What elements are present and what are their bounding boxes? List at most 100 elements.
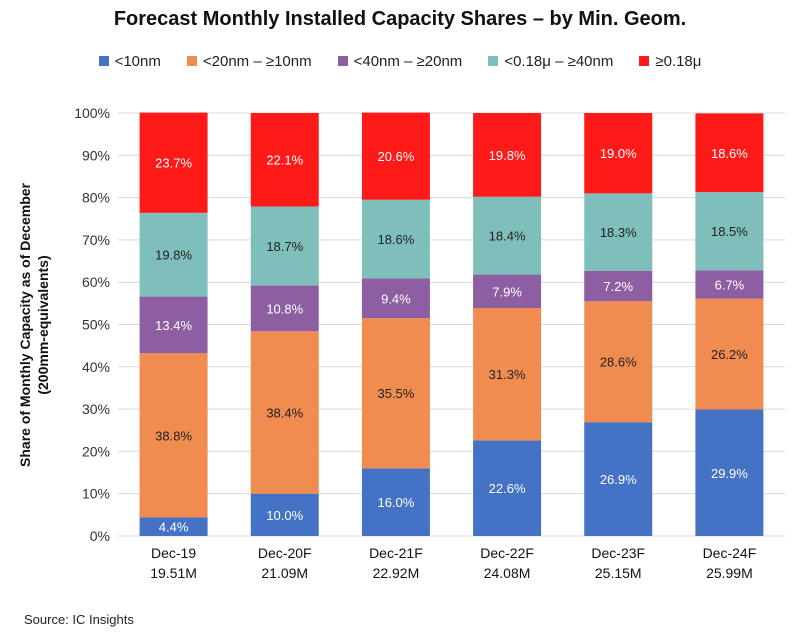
data-label: 6.7% [715, 278, 745, 293]
data-label: 7.2% [603, 279, 633, 294]
bar-segment [584, 113, 653, 194]
legend-swatch [186, 56, 197, 66]
bar-segment [139, 517, 208, 536]
x-tick-sublabel: 21.09M [261, 565, 308, 581]
data-label: 22.6% [489, 481, 526, 496]
data-label: 18.5% [711, 224, 748, 239]
legend-swatch [488, 56, 499, 66]
x-tick-sublabel: 19.51M [150, 565, 197, 581]
data-label: 18.6% [711, 146, 748, 161]
data-label: 4.4% [159, 520, 189, 535]
bar-segment [695, 409, 764, 536]
bar-segment [584, 193, 653, 271]
x-tick-label: Dec-20F [258, 545, 312, 561]
bar-segment [584, 301, 653, 423]
data-label: 23.7% [155, 156, 192, 171]
bar-segment [473, 196, 542, 275]
y-tick-label: 90% [82, 147, 110, 163]
x-tick-label: Dec-21F [369, 545, 423, 561]
chart-legend: <10nm <20nm – ≥10nm <40nm – ≥20nm <0.18μ… [0, 50, 800, 72]
y-tick-label: 70% [82, 232, 110, 248]
x-tick-label: Dec-22F [480, 545, 534, 561]
legend-label: ≥0.18μ [655, 52, 702, 70]
data-label: 38.8% [155, 428, 192, 443]
data-label: 18.3% [600, 225, 637, 240]
data-label: 18.6% [377, 232, 414, 247]
legend-item: <40nm – ≥20nm [337, 52, 463, 70]
data-label: 7.9% [492, 284, 522, 299]
data-label: 18.4% [489, 229, 526, 244]
bar-segment [473, 274, 542, 309]
data-label: 38.4% [266, 405, 303, 420]
bar-segment [139, 112, 208, 213]
bar-segment [361, 468, 430, 536]
legend-item: <10nm [98, 52, 161, 70]
legend-label: <0.18μ – ≥40nm [504, 52, 614, 70]
legend-item: <0.18μ – ≥40nm [488, 53, 613, 70]
data-label: 13.4% [155, 318, 192, 333]
data-label: 19.8% [489, 148, 526, 163]
bar-segment [139, 296, 208, 354]
bar-segment [250, 206, 319, 286]
bar-segment [695, 192, 764, 271]
y-tick-label: 20% [82, 443, 110, 459]
data-label: 20.6% [377, 149, 414, 164]
y-tick-label: 40% [82, 359, 110, 375]
data-label: 26.2% [711, 347, 748, 362]
x-tick-sublabel: 25.99M [706, 565, 753, 581]
data-label: 19.0% [600, 146, 637, 161]
data-label: 26.9% [600, 472, 637, 487]
legend-item: ≥0.18μ [639, 53, 701, 70]
data-label: 10.8% [266, 301, 303, 316]
legend-swatch [98, 56, 109, 66]
bar-segment [139, 212, 208, 297]
data-label: 16.0% [377, 495, 414, 510]
bar-segment [473, 308, 542, 441]
y-tick-label: 100% [74, 105, 110, 121]
bar-segment [473, 440, 542, 536]
legend-label: <20nm – ≥10nm [202, 52, 312, 70]
bar-segment [584, 422, 653, 536]
data-label: 19.8% [155, 248, 192, 263]
bar-segment [695, 298, 764, 410]
data-label: 35.5% [377, 386, 414, 401]
data-label: 9.4% [381, 291, 411, 306]
legend-label: <40nm – ≥20nm [353, 52, 463, 70]
bar-segment [473, 113, 542, 197]
data-label: 31.3% [489, 367, 526, 382]
bar-segment [361, 199, 430, 279]
bar-segment [695, 270, 764, 299]
x-tick-label: Dec-24F [703, 545, 757, 561]
legend-swatch [337, 56, 348, 66]
bar-segment [584, 270, 653, 302]
bar-segment [139, 353, 208, 518]
y-tick-label: 50% [82, 317, 110, 333]
y-tick-label: 60% [82, 274, 110, 290]
data-label: 28.6% [600, 355, 637, 370]
bar-segment [361, 112, 430, 200]
data-label: 29.9% [711, 466, 748, 481]
data-label: 18.7% [266, 239, 303, 254]
data-label: 10.0% [266, 508, 303, 523]
legend-item: <20nm – ≥10nm [186, 52, 312, 70]
source-note: Source: IC Insights [24, 612, 134, 627]
bar-segment [250, 493, 319, 536]
y-tick-label: 30% [82, 401, 110, 417]
y-tick-label: 10% [82, 486, 110, 502]
x-tick-label: Dec-19 [151, 545, 196, 561]
data-label: 22.1% [266, 153, 303, 168]
bar-segment [250, 285, 319, 332]
legend-label: <10nm [114, 52, 161, 70]
y-tick-label: 80% [82, 190, 110, 206]
bar-segment [250, 113, 319, 207]
chart-title: Forecast Monthly Installed Capacity Shar… [113, 8, 687, 30]
y-tick-label: 0% [90, 528, 110, 544]
x-tick-sublabel: 25.15M [595, 565, 642, 581]
bar-segment [695, 113, 764, 193]
x-tick-sublabel: 24.08M [484, 565, 531, 581]
bar-segment [361, 318, 430, 469]
x-tick-label: Dec-23F [591, 545, 645, 561]
x-tick-sublabel: 22.92M [373, 565, 420, 581]
bar-segment [361, 278, 430, 319]
